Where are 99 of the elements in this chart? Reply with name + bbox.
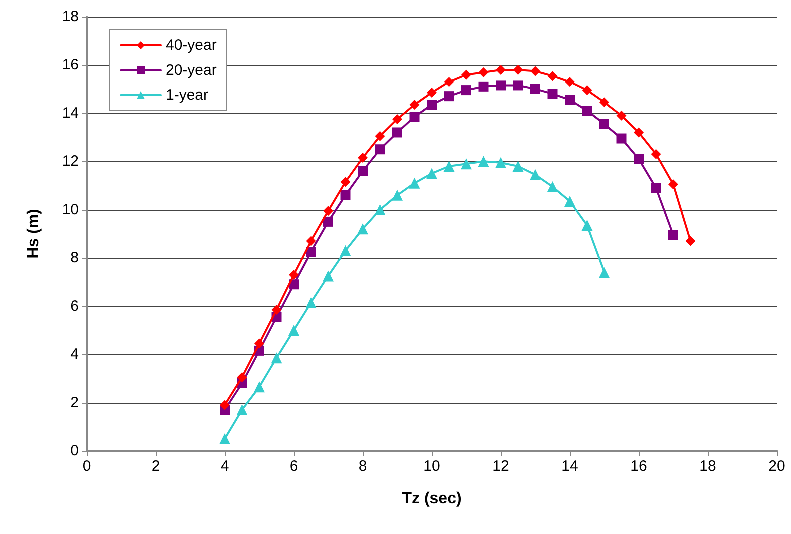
point: [306, 236, 316, 246]
x-tick-label: 4: [220, 458, 230, 475]
point: [461, 158, 472, 170]
point: [410, 112, 420, 122]
point: [599, 267, 610, 278]
y-tick-label: 0: [70, 442, 79, 460]
point: [392, 114, 402, 124]
point: [634, 128, 644, 138]
point: [462, 86, 472, 96]
point: [582, 86, 592, 96]
point: [426, 168, 438, 180]
point: [410, 100, 420, 110]
point: [427, 100, 437, 110]
point: [478, 156, 490, 168]
point: [513, 80, 524, 91]
x-tick-label: 14: [562, 458, 578, 475]
point: [444, 77, 454, 88]
point: [306, 297, 317, 308]
point: [324, 216, 334, 227]
point: [237, 372, 248, 382]
point: [358, 166, 368, 176]
y-tick-label: 18: [62, 8, 79, 26]
point: [616, 134, 627, 144]
y-tick-label: 2: [70, 394, 79, 412]
point: [496, 65, 506, 76]
point: [478, 82, 489, 92]
point: [324, 206, 334, 216]
point: [236, 404, 248, 416]
point: [668, 180, 678, 190]
point: [392, 190, 403, 201]
point: [340, 190, 351, 200]
point: [564, 196, 576, 207]
point: [427, 88, 437, 98]
point: [548, 89, 558, 100]
x-tick-label: 0: [82, 458, 92, 475]
point: [565, 77, 575, 88]
point: [600, 119, 610, 130]
point: [565, 95, 575, 106]
point: [582, 220, 593, 232]
point: [340, 245, 352, 256]
point: [409, 178, 420, 189]
point: [600, 98, 610, 108]
point: [220, 400, 230, 410]
point: [374, 204, 386, 216]
point: [634, 154, 644, 164]
point: [444, 160, 455, 172]
x-tick-label: 12: [492, 458, 510, 475]
y-tick-label: 14: [62, 104, 79, 122]
y-tick-label: 16: [62, 56, 79, 74]
point: [271, 352, 282, 364]
y-axis-title: Hs (m): [26, 209, 42, 259]
point: [288, 324, 300, 336]
point: [651, 183, 662, 194]
point: [513, 65, 524, 76]
point: [323, 270, 334, 282]
point: [530, 84, 540, 94]
x-tick-label: 16: [630, 458, 648, 475]
point: [616, 110, 627, 121]
point: [668, 230, 678, 240]
point: [478, 67, 489, 78]
point: [547, 181, 558, 192]
x-tick-label: 10: [424, 458, 440, 475]
x-tick-label: 2: [152, 458, 160, 475]
point: [220, 433, 230, 444]
point: [444, 92, 454, 102]
point: [512, 160, 524, 172]
y-tick-label: 10: [62, 201, 79, 218]
point: [289, 270, 299, 280]
point: [582, 106, 592, 116]
x-axis-title: Tz (sec): [402, 490, 462, 508]
point: [254, 338, 264, 349]
y-tick-label: 8: [70, 250, 79, 267]
point: [375, 144, 386, 155]
point: [530, 66, 540, 76]
y-tick-label: 6: [70, 298, 79, 315]
point: [651, 149, 662, 160]
x-tick-label: 18: [700, 458, 716, 475]
point: [358, 224, 368, 235]
x-tick-label: 20: [768, 458, 786, 475]
point: [306, 247, 316, 258]
x-tick-label: 8: [358, 458, 368, 475]
point: [254, 382, 265, 393]
point: [548, 71, 558, 82]
legend-label: 20-year: [166, 62, 217, 79]
point: [340, 177, 351, 188]
y-tick-label: 4: [70, 346, 79, 364]
point: [496, 157, 506, 168]
point: [530, 169, 541, 180]
y-tick-label: 12: [62, 153, 79, 170]
point: [392, 128, 402, 138]
x-tick-label: 6: [290, 458, 298, 475]
point: [686, 236, 696, 246]
point: [272, 304, 282, 315]
legend-label: 40-year: [166, 37, 217, 54]
point: [358, 153, 368, 164]
legend-label: 1-year: [166, 87, 209, 104]
point: [462, 70, 472, 80]
point: [496, 80, 506, 91]
point: [375, 131, 386, 142]
